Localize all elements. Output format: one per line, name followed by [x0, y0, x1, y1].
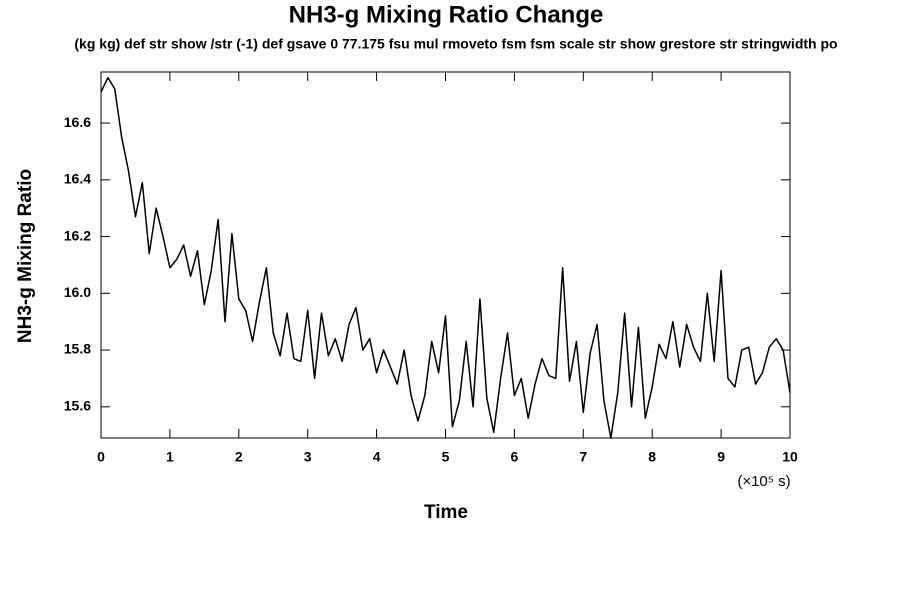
x-tick-label: 6 — [511, 449, 519, 465]
x-tick-label: 8 — [648, 449, 656, 465]
y-tick-label: 16.6 — [64, 114, 91, 130]
x-tick-label: 7 — [579, 449, 587, 465]
data-line — [100, 76, 791, 439]
y-axis-label: NH3-g Mixing Ratio — [15, 169, 36, 343]
x-tick-label: 9 — [717, 449, 725, 465]
y-tick-label: 15.8 — [64, 341, 91, 357]
y-tick-label: 16.4 — [64, 171, 91, 187]
x-tick-label: 0 — [97, 449, 105, 465]
chart-title: NH3-g Mixing Ratio Change — [289, 1, 604, 28]
x-tick-label: 5 — [442, 449, 450, 465]
x-axis-unit: (×10⁵ s) — [737, 473, 790, 490]
y-tick-label: 16.2 — [64, 227, 91, 243]
y-tick-label: 16.0 — [64, 284, 91, 300]
x-tick-label: 2 — [235, 449, 243, 465]
plot-frame — [100, 71, 791, 439]
x-tick-label: 3 — [304, 449, 312, 465]
x-tick-label: 4 — [373, 449, 381, 465]
x-tick-label: 1 — [166, 449, 174, 465]
chart-subtitle: (kg kg) def str show /str (-1) def gsave… — [74, 36, 837, 52]
x-axis-label: Time — [424, 502, 468, 523]
y-tick-label: 15.6 — [64, 397, 91, 413]
x-tick-label: 10 — [782, 449, 798, 465]
